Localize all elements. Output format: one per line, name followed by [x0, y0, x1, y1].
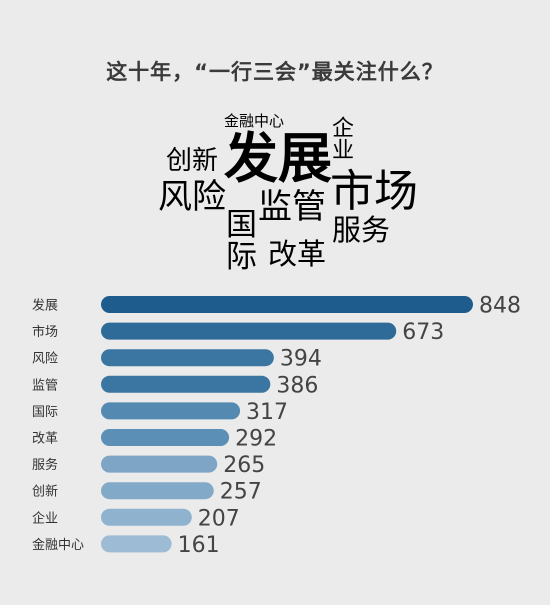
value-label: 207 — [198, 506, 240, 531]
bar — [101, 375, 271, 393]
value-label: 265 — [223, 453, 265, 478]
bar — [101, 402, 241, 420]
word-ji: 际 — [226, 239, 257, 275]
value-label: 848 — [479, 294, 521, 319]
bar — [101, 322, 397, 340]
word-jinrongzhongxin: 金融中心 — [224, 112, 285, 130]
word-shichang: 市场 — [330, 166, 418, 217]
value-label: 394 — [280, 347, 322, 372]
value-label: 317 — [246, 400, 288, 425]
chart-title: 这十年，“一行三会”最关注什么？ — [106, 60, 444, 84]
value-label: 161 — [178, 533, 220, 558]
category-label: 国际 — [32, 405, 58, 420]
bar — [101, 296, 473, 313]
value-label: 673 — [402, 320, 444, 345]
word-fuwu: 服务 — [332, 213, 391, 247]
word-gaige: 改革 — [268, 237, 327, 271]
word-qiye: 企业 — [328, 116, 353, 160]
bar — [101, 535, 172, 553]
bar — [101, 429, 230, 446]
word-fazhan: 发展 — [224, 127, 332, 190]
bar — [101, 482, 214, 500]
bar — [101, 349, 274, 367]
category-label: 发展 — [32, 298, 58, 314]
word-cloud: 金融中心 企业 创新 发展 风险 市场 监管 国 际 改革 服务 — [0, 0, 550, 290]
word-jianguan: 监管 — [258, 187, 326, 227]
category-label: 创新 — [32, 484, 58, 500]
category-label: 风险 — [32, 352, 58, 367]
bar — [101, 455, 218, 473]
category-label: 金融中心 — [32, 537, 84, 553]
value-label: 386 — [276, 373, 318, 398]
category-label: 企业 — [32, 510, 58, 526]
category-label: 改革 — [32, 432, 58, 447]
category-label: 监管 — [32, 378, 58, 393]
word-chuangxin: 创新 — [166, 146, 219, 176]
value-label: 292 — [235, 427, 277, 452]
category-label: 服务 — [32, 457, 58, 473]
word-guo: 国 — [226, 207, 257, 243]
word-fengxian: 风险 — [158, 177, 226, 217]
value-label: 257 — [220, 480, 262, 505]
bar — [101, 508, 192, 526]
category-label: 市场 — [32, 324, 58, 340]
